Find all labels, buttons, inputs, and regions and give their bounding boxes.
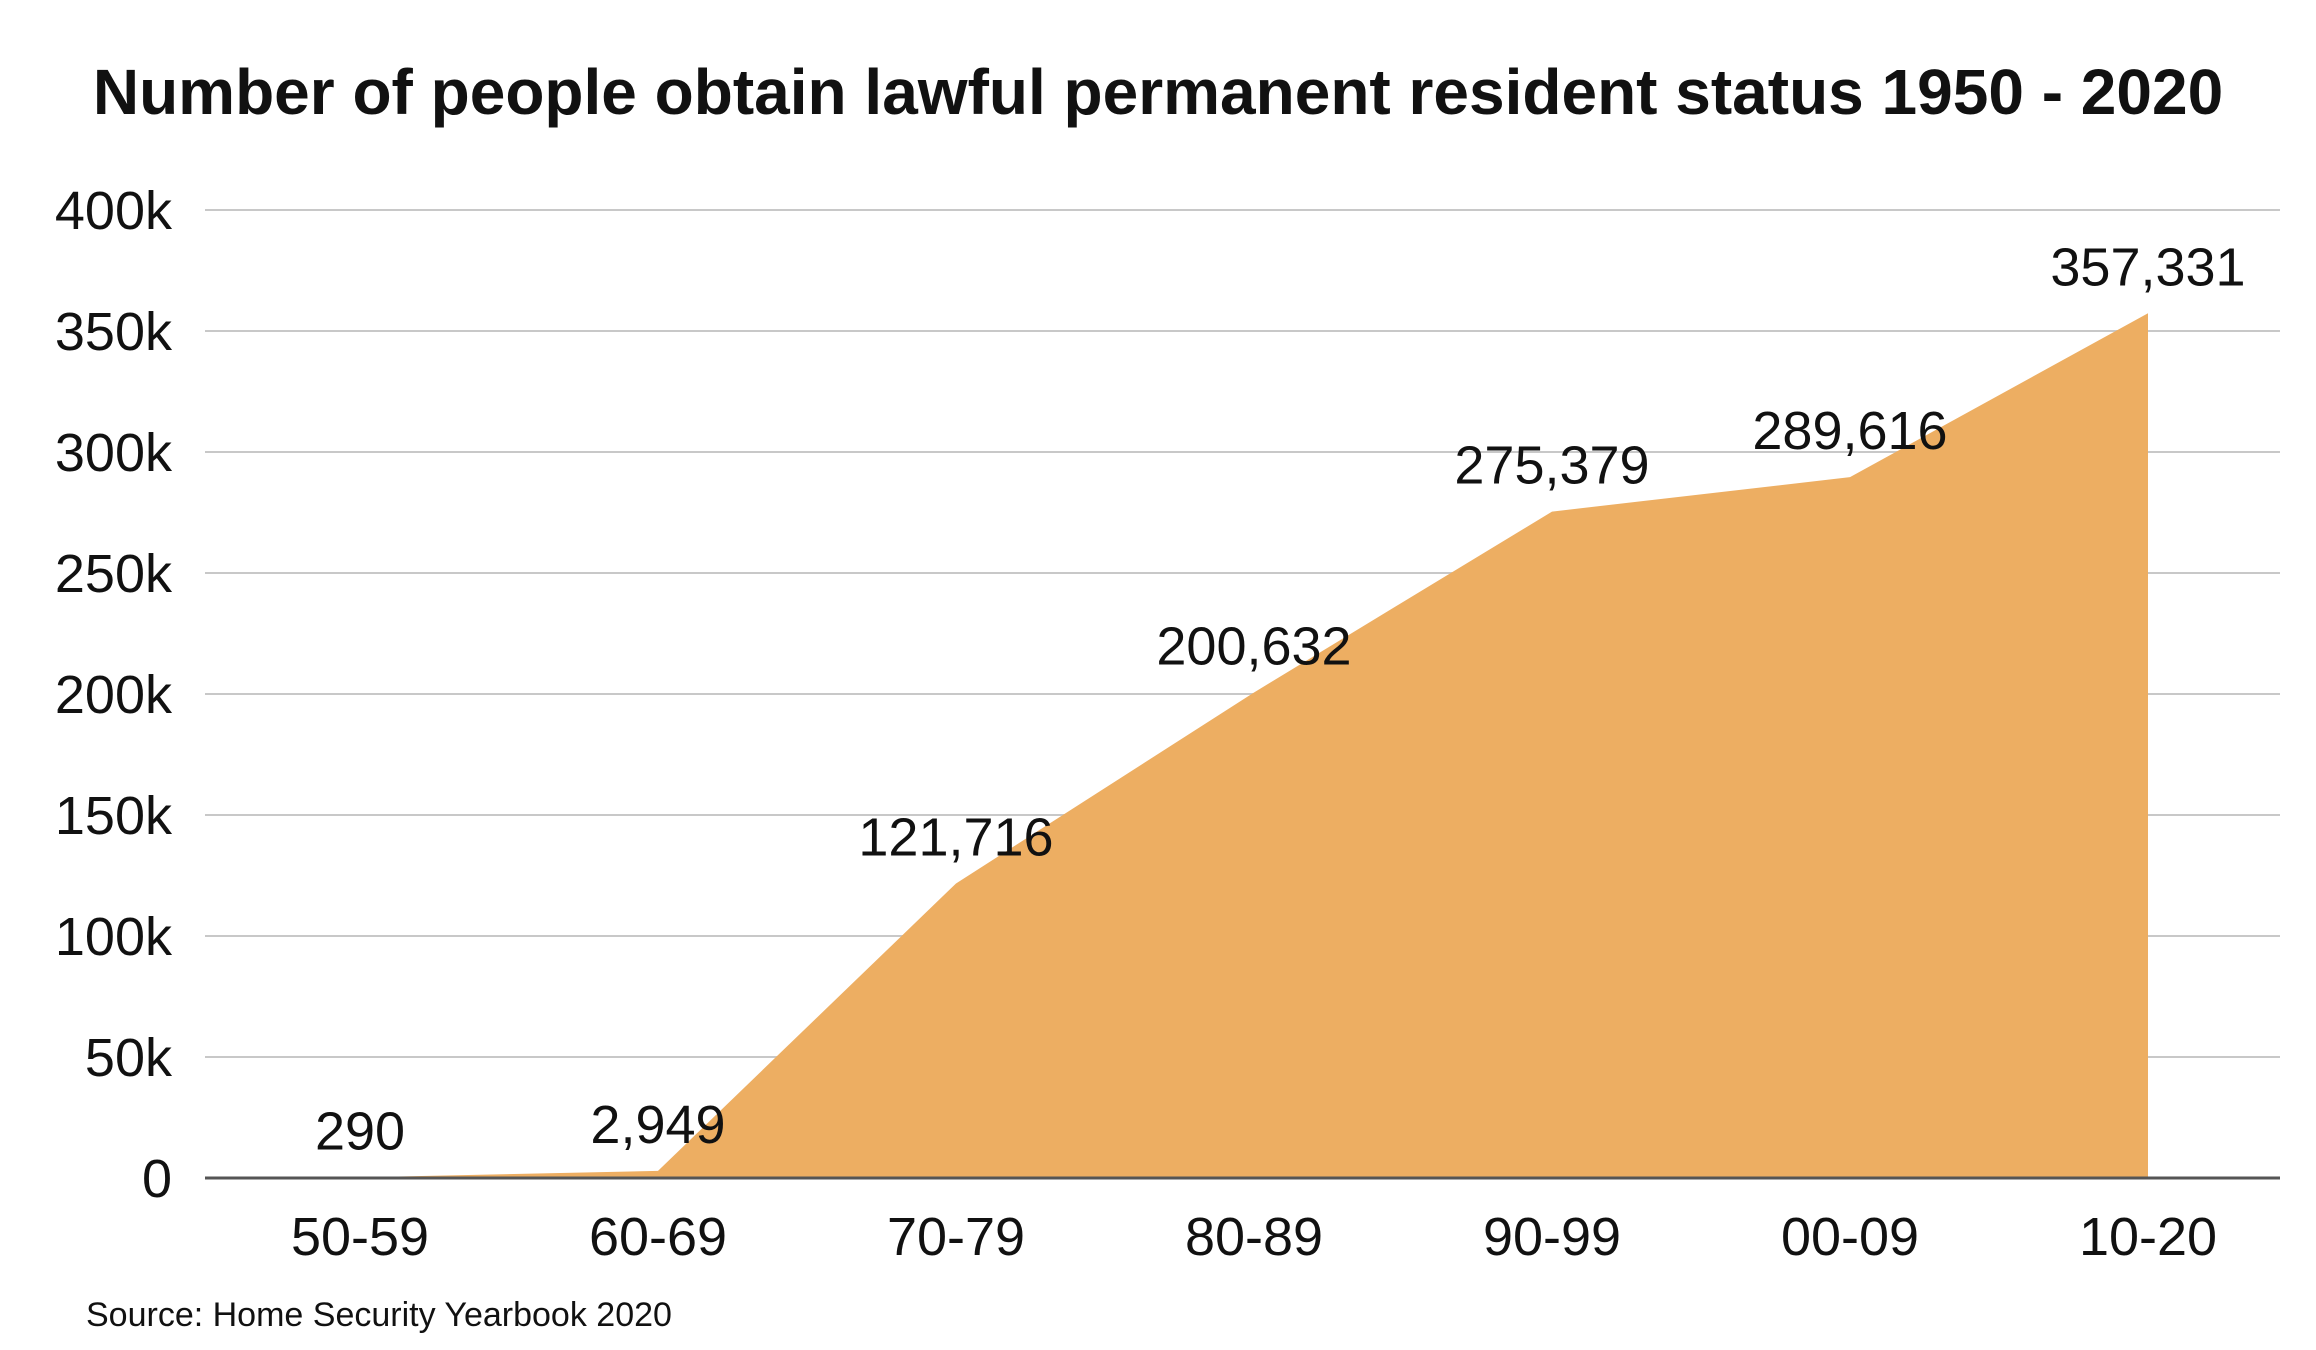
data-label: 357,331 (2050, 237, 2245, 297)
x-tick-label: 10-20 (2079, 1207, 2217, 1267)
x-tick-label: 50-59 (291, 1207, 429, 1267)
area-series (360, 313, 2148, 1178)
y-tick-label: 300k (55, 423, 173, 483)
data-labels: 290 2,949 121,716 200,632 275,379 289,616 357,… (315, 237, 2246, 1161)
data-label: 275,379 (1454, 436, 1649, 496)
area-fill (360, 313, 2148, 1178)
y-tick-label: 100k (55, 907, 173, 967)
x-tick-label: 70-79 (887, 1207, 1025, 1267)
x-tick-label: 60-69 (589, 1207, 727, 1267)
data-label: 290 (315, 1101, 405, 1161)
x-tick-label: 80-89 (1185, 1207, 1323, 1267)
data-label: 200,632 (1156, 616, 1351, 676)
x-tick-label: 00-09 (1781, 1207, 1919, 1267)
y-tick-label: 0 (142, 1149, 172, 1209)
chart-title: Number of people obtain lawful permanent… (92, 56, 2224, 128)
y-tick-label: 150k (55, 786, 173, 846)
data-label: 121,716 (858, 807, 1053, 867)
y-tick-label: 200k (55, 665, 173, 725)
x-tick-label: 90-99 (1483, 1207, 1621, 1267)
data-label: 289,616 (1752, 401, 1947, 461)
data-label: 2,949 (590, 1095, 725, 1155)
y-tick-label: 250k (55, 544, 173, 604)
y-tick-label: 350k (55, 302, 173, 362)
source-note: Source: Home Security Yearbook 2020 (86, 1296, 672, 1334)
axes: 0 50k 100k 150k 200k 250k 300k 350k 400k 50-59 60-… (55, 181, 2280, 1267)
y-tick-label: 400k (55, 181, 173, 241)
y-tick-label: 50k (85, 1028, 173, 1088)
